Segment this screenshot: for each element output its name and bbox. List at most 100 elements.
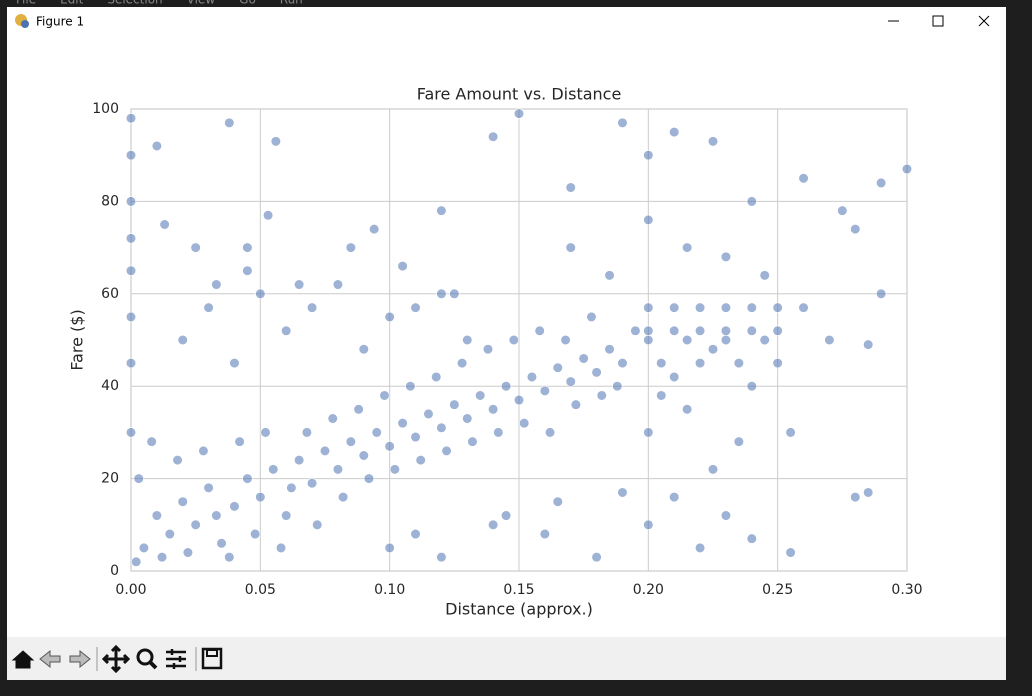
point xyxy=(268,464,279,475)
menu-item: Edit xyxy=(60,0,84,7)
point xyxy=(216,538,227,549)
pan-button[interactable] xyxy=(101,644,131,674)
point xyxy=(863,487,874,498)
point xyxy=(746,381,757,392)
save-button[interactable] xyxy=(201,647,223,670)
point xyxy=(270,136,281,147)
point xyxy=(707,136,719,147)
point xyxy=(500,381,512,392)
point xyxy=(669,127,680,138)
y-axis-label: Fare ($) xyxy=(68,309,87,370)
point xyxy=(539,528,550,540)
point xyxy=(125,265,137,276)
point xyxy=(772,325,783,336)
point xyxy=(539,385,550,396)
point xyxy=(488,519,499,530)
point xyxy=(164,528,175,540)
maximize-button[interactable] xyxy=(932,15,944,27)
point xyxy=(286,482,297,493)
forward-button[interactable] xyxy=(69,649,91,669)
point xyxy=(125,358,137,369)
point xyxy=(198,445,209,456)
point xyxy=(405,381,416,392)
point xyxy=(371,427,382,438)
point xyxy=(850,224,861,235)
x-tick-label: 0.00 xyxy=(115,582,146,598)
point xyxy=(500,510,512,521)
x-tick-label: 0.20 xyxy=(633,582,664,598)
close-button[interactable] xyxy=(978,15,990,27)
point xyxy=(131,556,142,567)
point xyxy=(669,325,680,336)
point xyxy=(643,334,654,346)
y-tick-label: 40 xyxy=(101,378,119,394)
point xyxy=(353,404,364,415)
point xyxy=(462,413,473,424)
point xyxy=(389,464,400,475)
point xyxy=(436,552,447,563)
menu-bar: File Edit Selection View Go Run xyxy=(16,0,303,7)
point xyxy=(203,482,214,493)
menu-item: Run xyxy=(280,0,303,7)
point xyxy=(312,519,323,530)
menu-item: View xyxy=(187,0,216,7)
point xyxy=(384,542,395,554)
point xyxy=(436,288,447,299)
point xyxy=(643,214,654,225)
point xyxy=(526,371,538,383)
y-tick-label: 60 xyxy=(101,286,119,302)
point xyxy=(441,445,452,456)
point xyxy=(182,547,194,558)
point xyxy=(669,491,680,503)
configure-button[interactable] xyxy=(166,649,186,669)
point xyxy=(720,510,732,521)
menu-item: Go xyxy=(239,0,256,7)
point xyxy=(837,205,848,216)
point xyxy=(415,455,426,466)
point xyxy=(332,464,344,475)
point xyxy=(643,325,654,336)
point xyxy=(617,117,628,128)
point xyxy=(410,302,421,313)
point xyxy=(656,390,667,401)
point xyxy=(369,224,380,235)
point xyxy=(876,177,887,189)
point xyxy=(508,334,519,346)
point xyxy=(133,473,144,484)
point xyxy=(772,302,783,313)
x-tick-label: 0.15 xyxy=(503,582,534,598)
point xyxy=(211,279,222,290)
point xyxy=(345,436,356,447)
point xyxy=(630,325,641,336)
point xyxy=(785,427,796,438)
point xyxy=(519,418,530,429)
point xyxy=(190,242,201,253)
point xyxy=(785,547,796,558)
zoom-button[interactable] xyxy=(136,648,158,670)
point xyxy=(423,408,434,420)
point xyxy=(224,552,235,563)
point xyxy=(586,311,597,323)
point xyxy=(338,491,349,503)
point xyxy=(255,288,266,299)
point xyxy=(345,242,356,253)
back-button[interactable] xyxy=(39,649,61,669)
point xyxy=(824,334,835,346)
point xyxy=(159,219,170,230)
point xyxy=(436,422,447,433)
point xyxy=(720,251,732,262)
point xyxy=(250,528,261,540)
point xyxy=(617,487,628,498)
point xyxy=(488,404,499,415)
chart-title: Fare Amount vs. Distance xyxy=(417,85,622,104)
point xyxy=(746,325,757,336)
point xyxy=(410,528,421,540)
home-button[interactable] xyxy=(11,650,35,669)
point xyxy=(125,196,137,207)
point xyxy=(682,404,693,415)
point xyxy=(746,533,757,544)
point xyxy=(565,242,576,253)
y-tick-label: 20 xyxy=(101,471,119,487)
point xyxy=(617,358,628,369)
point xyxy=(449,399,460,410)
